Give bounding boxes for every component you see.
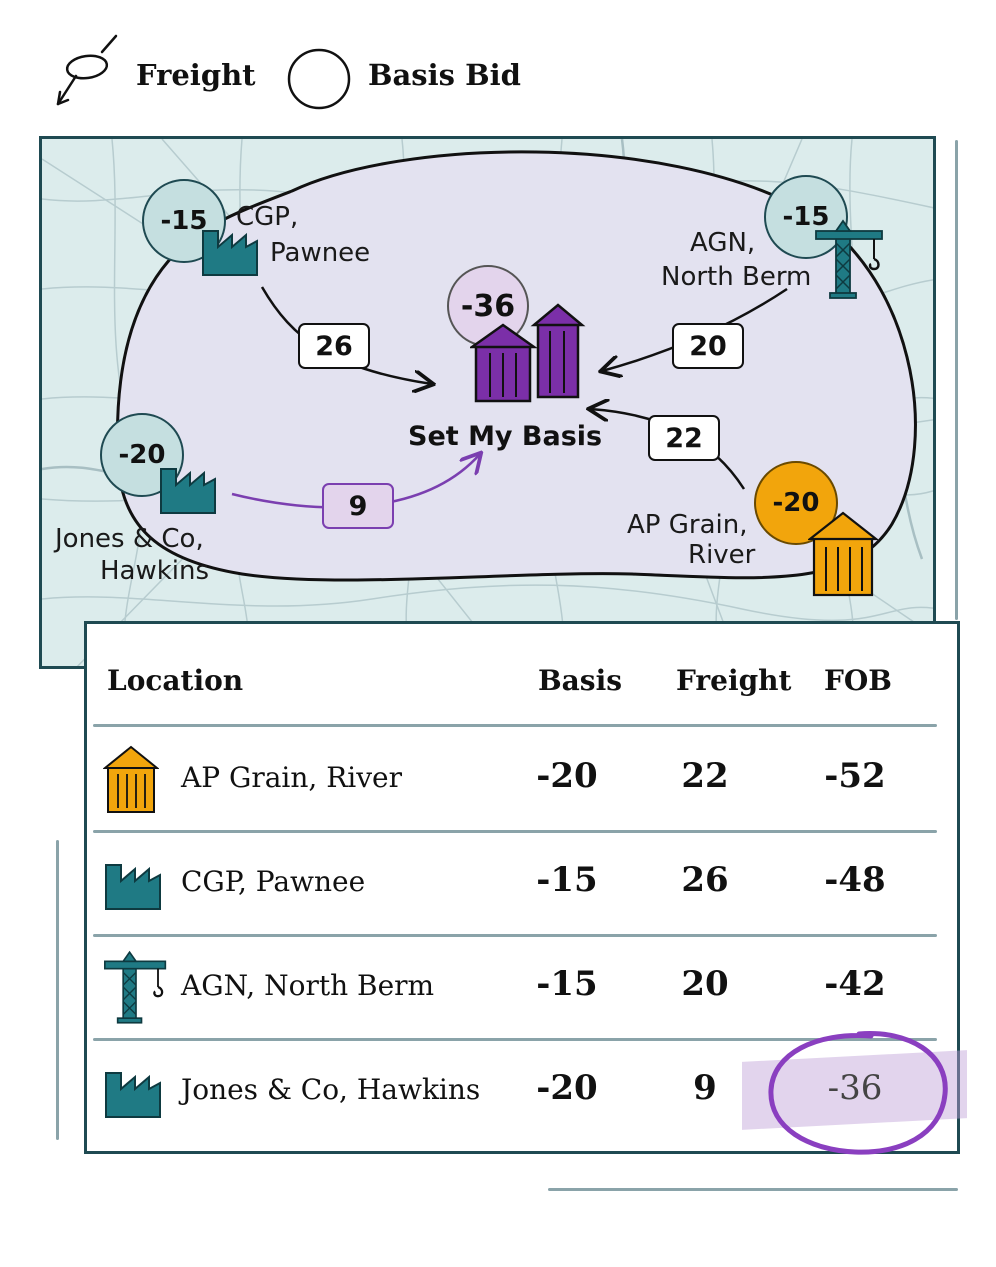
row-freight: 22 [681,756,729,796]
agn-bid-circle: -15 [764,175,848,259]
row-fob: -52 [824,756,886,796]
jones-freight-value: 9 [348,490,368,522]
jones-freight-box: 9 [322,483,394,529]
ap-grain-silo-icon [808,511,878,597]
freight-arrow-icon [56,34,118,106]
center-bid-value: -36 [460,288,516,324]
cgp-label-line1: CGP, [236,202,299,232]
header-divider [93,724,937,727]
table-row: Jones & Co, Hawkins -20 9 -36 [87,1031,967,1155]
jones-factory-icon [160,468,216,514]
header-freight: Freight [676,664,792,697]
factory-icon [105,1072,161,1118]
row-freight: 20 [681,964,729,1004]
header-location: Location [107,664,244,697]
fob-circle-annotation [768,1031,948,1155]
row-location: AGN, North Berm [181,969,435,1002]
row-basis: -20 [536,1068,598,1108]
agn-freight-value: 20 [689,330,727,362]
cgp-factory-icon [202,230,258,276]
row-fob: -48 [824,860,886,900]
ap-bid-value: -20 [772,488,820,518]
table-row: CGP, Pawnee -15 26 -48 [87,832,957,937]
row-divider [93,830,937,833]
cgp-bid-circle: -15 [142,179,226,263]
table-row: AGN, North Berm -15 20 -42 [87,936,957,1041]
cgp-freight-box: 26 [298,323,370,369]
row-fob: -42 [824,964,886,1004]
center-label: Set My Basis [408,421,603,452]
agn-freight-box: 20 [672,323,744,369]
agn-crane-icon [815,219,883,299]
grain-bins-icon [470,303,586,403]
row-divider [93,1038,937,1041]
map-panel: -36 Set My Basis -15 CGP, Pawnee 26 -15 [39,136,936,669]
cgp-bid-value: -15 [160,206,208,236]
row-basis: -15 [536,860,598,900]
row-location: Jones & Co, Hawkins [181,1073,481,1106]
row-basis: -20 [536,756,598,796]
crane-icon [104,950,167,1024]
row-fob: -36 [827,1068,883,1108]
legend-basis-label: Basis Bid [368,58,521,92]
header-fob: FOB [824,664,892,697]
decor-line-bottom [548,1188,958,1191]
agn-label-line2: North Berm [661,262,812,292]
agn-bid-value: -15 [782,202,830,232]
cgp-freight-value: 26 [315,330,353,362]
jones-bid-value: -20 [118,440,166,470]
ap-freight-value: 22 [665,422,703,454]
decor-line-right [955,140,958,620]
legend-freight-label: Freight [136,58,256,92]
ap-freight-box: 22 [648,415,720,461]
agn-label-line1: AGN, [690,228,756,258]
row-freight: 26 [681,860,729,900]
row-freight: 9 [693,1068,717,1108]
jones-bid-circle: -20 [100,413,184,497]
row-basis: -15 [536,964,598,1004]
header-basis: Basis [538,664,622,697]
ap-label-line2: River [688,540,756,570]
row-location: AP Grain, River [181,761,403,794]
table-row: AP Grain, River -20 22 -52 [87,728,957,833]
fob-table: Location Basis Freight FOB AP Grain, Riv… [84,621,967,1155]
basis-circle-icon [287,48,351,110]
legend: Freight Basis Bid [0,0,996,130]
jones-label-line1: Jones & Co, [55,524,204,554]
row-divider [93,934,937,937]
decor-line-left [56,840,59,1140]
factory-icon [105,864,161,910]
row-location: CGP, Pawnee [181,865,366,898]
grain-silo-icon [103,745,159,813]
jones-label-line2: Hawkins [100,556,210,586]
cgp-label-line2: Pawnee [270,238,371,268]
ap-label-line1: AP Grain, [627,510,748,540]
